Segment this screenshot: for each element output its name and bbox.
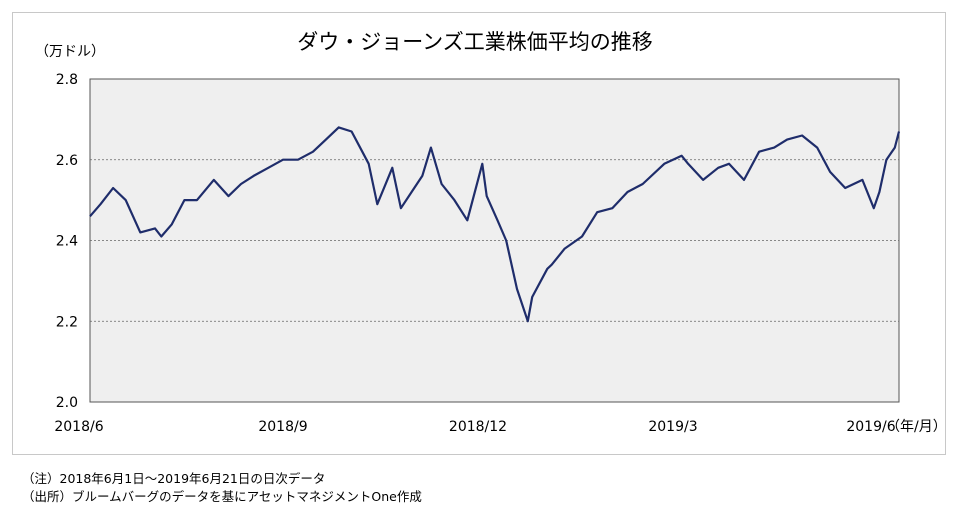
y-tick-label: 2.6: [56, 153, 78, 169]
series-line-dow-jones: [89, 126, 901, 323]
chart-title: ダウ・ジョーンズ工業株価平均の推移: [297, 30, 653, 54]
y-tick-label: 2.2: [56, 314, 78, 330]
x-tick-label: 2018/12: [449, 419, 507, 435]
y-tick-label: 2.4: [56, 234, 78, 250]
x-axis-unit-label: （年/月）: [886, 419, 947, 435]
chart-frame: ダウ・ジョーンズ工業株価平均の推移 （万ドル） 2.0 2.2 2.4 2.6 2.8 …: [12, 12, 947, 455]
y-tick-labels: 2.0 2.2 2.4 2.6 2.8: [56, 72, 78, 411]
x-tick-labels: 2018/6 2018/9 2018/12 2019/3 2019/6: [54, 419, 895, 435]
x-tick-label: 2018/9: [258, 419, 307, 435]
y-tick-label: 2.0: [56, 395, 78, 411]
x-tick-label: 2018/6: [54, 419, 103, 435]
y-axis-unit-label: （万ドル）: [35, 44, 105, 60]
grid-lines: [90, 159, 899, 322]
footnotes: （注）2018年6月1日～2019年6月21日の日次データ （出所）ブルームバー…: [22, 470, 422, 506]
note-source: （出所）ブルームバーグのデータを基にアセットマネジメントOne作成: [22, 489, 422, 504]
note-period: （注）2018年6月1日～2019年6月21日の日次データ: [22, 471, 326, 486]
x-tick-label: 2019/6: [846, 419, 895, 435]
line-chart: ダウ・ジョーンズ工業株価平均の推移 （万ドル） 2.02.22.42.62.8 …: [35, 30, 947, 435]
x-tick-label: 2019/3: [648, 419, 697, 435]
y-tick-label: 2.8: [56, 72, 78, 88]
